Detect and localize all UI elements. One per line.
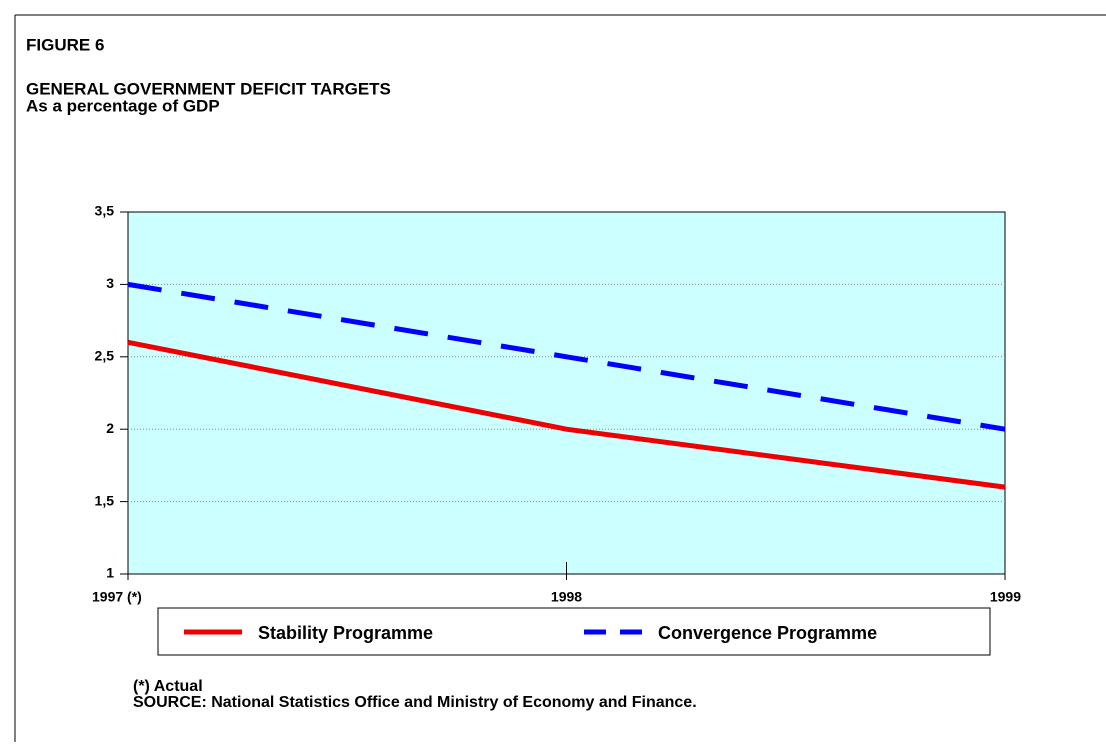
figure-label: FIGURE 6: [26, 35, 104, 54]
x-tick-label: 1998: [551, 589, 582, 605]
source-note: SOURCE: National Statistics Office and M…: [133, 694, 697, 711]
x-tick-label: 1999: [990, 589, 1021, 605]
legend-label: Stability Programme: [258, 623, 433, 643]
y-tick-label: 1,5: [95, 492, 115, 508]
y-tick-label: 2,5: [95, 348, 115, 364]
y-tick-label: 2: [106, 420, 114, 436]
note: (*) Actual: [133, 678, 203, 695]
series-line: [127, 281, 1006, 432]
series-line: [127, 339, 1006, 490]
legend-label: Convergence Programme: [658, 623, 877, 643]
y-tick-label: 3: [106, 275, 114, 291]
x-tick-label: 1997 (*): [92, 589, 142, 605]
chart-subtitle: As a percentage of GDP: [26, 96, 220, 115]
plot-area: [127, 211, 1006, 575]
legend-box: [157, 607, 991, 656]
chart-title: GENERAL GOVERNMENT DEFICIT TARGETS: [26, 79, 391, 98]
y-tick-label: 3,5: [95, 203, 115, 219]
y-tick-label: 1: [106, 565, 114, 581]
